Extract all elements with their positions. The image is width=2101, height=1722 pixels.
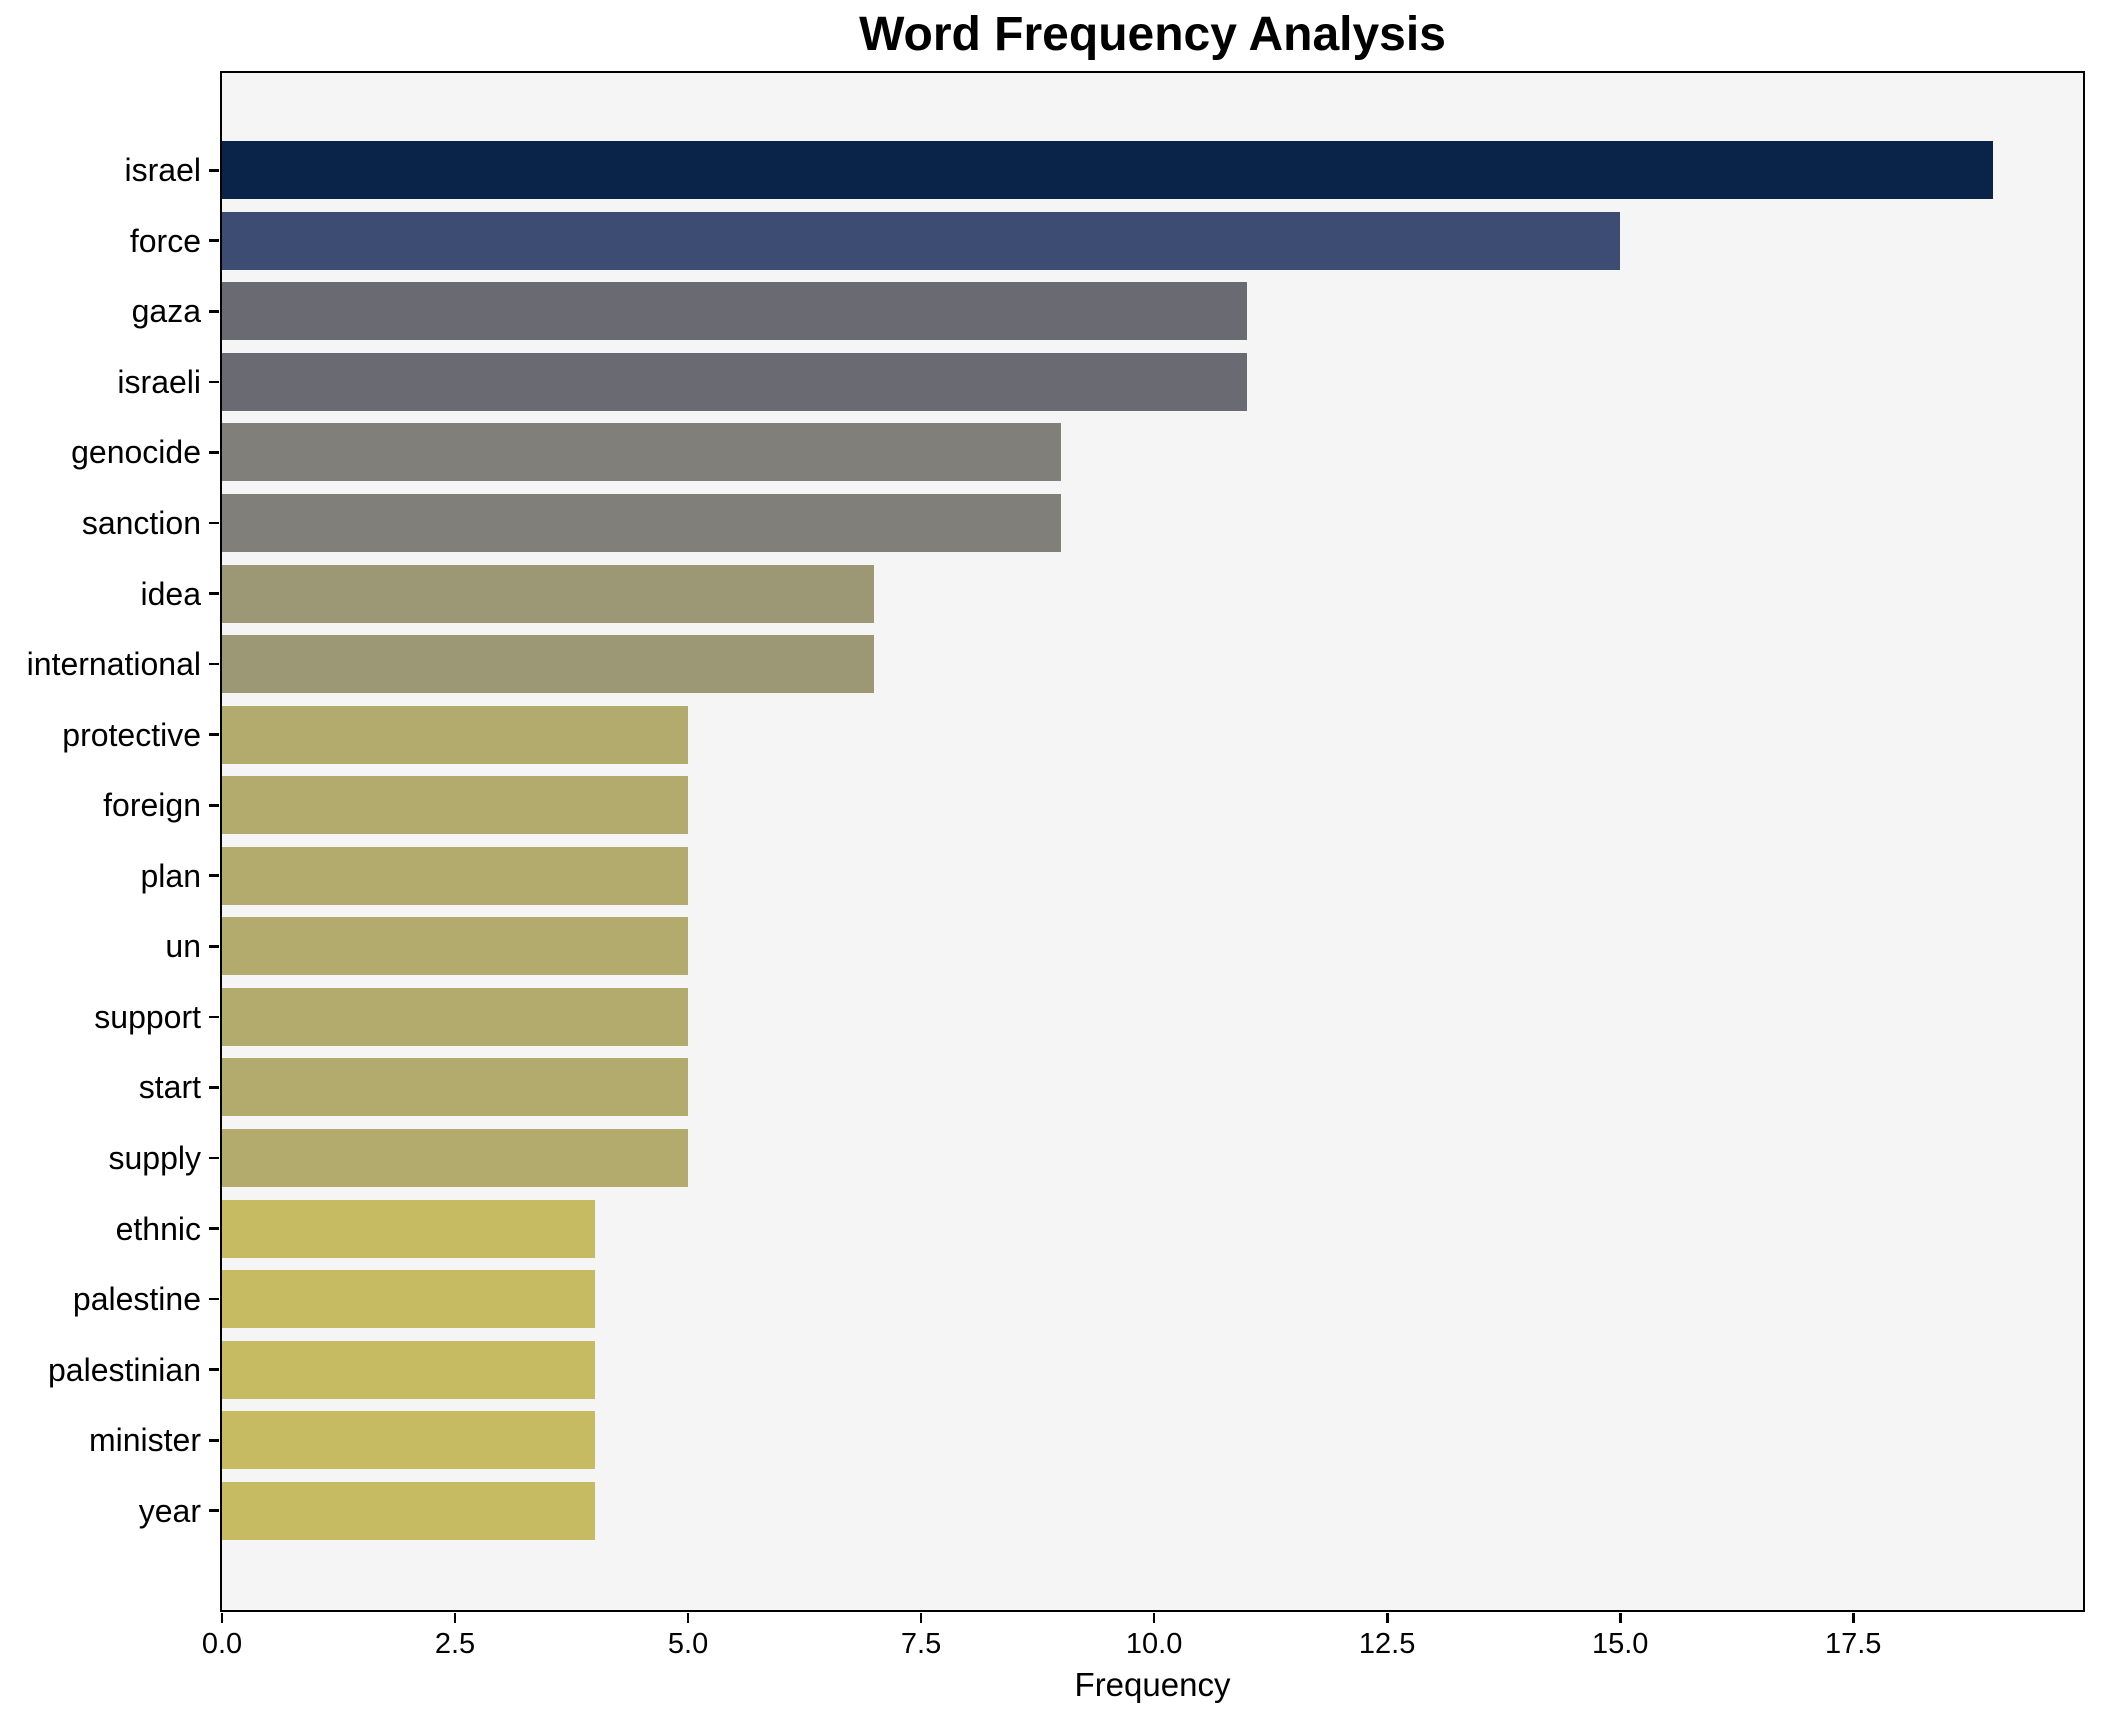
- x-tick-label-10.0: 10.0: [1125, 1628, 1183, 1660]
- bar-palestinian: [222, 1340, 595, 1399]
- chart-title: Word Frequency Analysis: [859, 8, 1446, 61]
- y-tick-mark-israel: [209, 168, 220, 172]
- y-tick-label-israel: israel: [124, 152, 201, 189]
- bar-start: [222, 1058, 689, 1117]
- bar-supply: [222, 1128, 689, 1187]
- bar-genocide: [222, 423, 1061, 482]
- y-tick-mark-start: [209, 1086, 220, 1089]
- bar-idea: [222, 564, 875, 623]
- bar-international: [222, 635, 875, 694]
- y-tick-mark-idea: [209, 592, 220, 595]
- x-tick-label-15.0: 15.0: [1591, 1628, 1649, 1660]
- x-tick-mark-17.5: [1851, 1612, 1855, 1623]
- bar-sanction: [222, 494, 1061, 553]
- y-tick-mark-palestinian: [209, 1368, 220, 1371]
- x-tick-mark-10.0: [1152, 1612, 1156, 1623]
- x-axis-label: Frequency: [1074, 1666, 1231, 1703]
- y-tick-mark-year: [209, 1509, 220, 1513]
- bar-force: [222, 211, 1621, 270]
- y-tick-label-start: start: [138, 1069, 201, 1106]
- y-tick-label-palestinian: palestinian: [48, 1351, 201, 1388]
- x-tick-mark-12.5: [1385, 1612, 1389, 1623]
- y-tick-label-supply: supply: [108, 1139, 202, 1176]
- y-tick-mark-protective: [209, 733, 220, 736]
- y-tick-mark-force: [209, 239, 220, 243]
- y-tick-label-force: force: [129, 222, 201, 259]
- y-tick-label-minister: minister: [88, 1422, 201, 1459]
- y-tick-mark-sanction: [209, 521, 220, 525]
- y-tick-mark-israeli: [209, 380, 220, 384]
- y-tick-mark-support: [209, 1015, 220, 1019]
- bar-plan: [222, 846, 689, 905]
- bar-un: [222, 917, 689, 976]
- x-tick-label-5.0: 5.0: [667, 1628, 709, 1660]
- y-tick-mark-palestine: [209, 1297, 220, 1301]
- y-tick-label-idea: idea: [140, 575, 202, 612]
- y-tick-mark-genocide: [209, 451, 220, 454]
- plot-area: israel force gaza israeli genocide sanction id…: [27, 71, 2085, 1660]
- y-tick-label-ethnic: ethnic: [115, 1210, 201, 1247]
- y-tick-mark-supply: [209, 1156, 220, 1160]
- y-tick-label-palestine: palestine: [72, 1281, 201, 1318]
- y-tick-label-foreign: foreign: [103, 787, 201, 824]
- bar-year: [222, 1481, 595, 1540]
- y-tick-mark-minister: [209, 1438, 220, 1442]
- y-tick-label-support: support: [94, 998, 201, 1035]
- y-tick-label-international: international: [26, 646, 201, 683]
- y-tick-label-plan: plan: [140, 857, 202, 894]
- y-tick-label-israeli: israeli: [117, 363, 201, 400]
- bar-gaza: [222, 282, 1248, 341]
- bar-palestine: [222, 1270, 595, 1329]
- x-tick-mark-15.0: [1618, 1612, 1622, 1623]
- y-tick-label-gaza: gaza: [131, 293, 201, 330]
- y-tick-mark-international: [209, 662, 220, 666]
- x-tick-mark-7.5: [919, 1612, 923, 1623]
- bar-israeli: [222, 352, 1248, 411]
- bar-foreign: [222, 776, 689, 835]
- x-tick-label-2.5: 2.5: [434, 1628, 476, 1660]
- x-tick-label-0.0: 0.0: [201, 1628, 243, 1660]
- x-tick-mark-5.0: [686, 1612, 690, 1623]
- bar-israel: [222, 141, 1994, 200]
- y-tick-mark-plan: [209, 874, 220, 878]
- y-tick-label-un: un: [165, 928, 201, 965]
- x-tick-label-7.5: 7.5: [900, 1628, 942, 1660]
- x-tick-label-17.5: 17.5: [1824, 1628, 1882, 1660]
- y-tick-label-sanction: sanction: [81, 505, 201, 542]
- y-tick-mark-ethnic: [209, 1227, 220, 1230]
- bar-minister: [222, 1411, 595, 1470]
- bar-support: [222, 987, 689, 1046]
- x-tick-mark-0.0: [220, 1612, 224, 1623]
- x-tick-label-12.5: 12.5: [1358, 1628, 1416, 1660]
- y-tick-label-year: year: [138, 1492, 201, 1529]
- y-tick-mark-un: [209, 944, 220, 948]
- y-tick-label-genocide: genocide: [71, 434, 201, 471]
- bar-protective: [222, 705, 689, 764]
- bar-ethnic: [222, 1199, 595, 1258]
- y-tick-mark-foreign: [209, 803, 220, 807]
- y-tick-mark-gaza: [209, 310, 220, 313]
- x-tick-mark-2.5: [453, 1612, 457, 1623]
- y-tick-label-protective: protective: [62, 716, 201, 753]
